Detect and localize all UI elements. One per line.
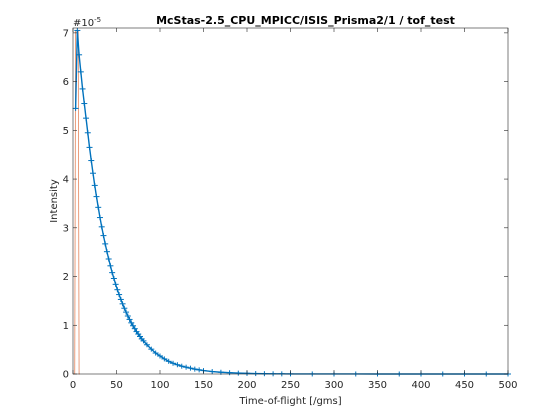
y-tick-label: 7 xyxy=(63,28,69,39)
series-line-1 xyxy=(74,30,508,375)
y-tick-label: 6 xyxy=(63,77,69,88)
data-point xyxy=(83,115,90,121)
data-point xyxy=(252,371,259,377)
data-point xyxy=(178,363,185,369)
x-tick-label: 200 xyxy=(237,380,256,391)
chart-title: McStas-2.5_CPU_MPICC/ISIS_Prisma2/1 / to… xyxy=(156,14,455,27)
data-point xyxy=(114,287,121,293)
data-point xyxy=(76,52,83,58)
data-point xyxy=(105,256,112,262)
data-point xyxy=(98,224,105,230)
data-point xyxy=(121,305,128,311)
data-point xyxy=(226,370,233,376)
data-point xyxy=(209,369,216,375)
data-point xyxy=(86,144,93,150)
data-point xyxy=(157,353,163,359)
x-tick-label: 150 xyxy=(194,380,213,391)
data-point xyxy=(116,292,123,298)
data-point xyxy=(183,364,190,370)
data-point xyxy=(110,275,117,281)
axes-box xyxy=(72,27,509,375)
x-tick-label: 350 xyxy=(368,380,387,391)
data-point xyxy=(152,350,159,356)
data-point xyxy=(109,270,116,276)
y-axis: 0 1 2 3 4 5 6 7 xyxy=(63,28,508,381)
data-point xyxy=(74,27,81,33)
data-point xyxy=(95,204,102,210)
data-point xyxy=(128,320,135,326)
data-point xyxy=(174,362,181,368)
data-point xyxy=(96,215,103,221)
y-axis-exponent: #10-5 xyxy=(73,16,101,29)
data-point xyxy=(100,233,107,239)
data-point xyxy=(81,101,88,107)
data-point xyxy=(161,356,168,362)
data-point xyxy=(196,367,203,373)
plot-area xyxy=(72,27,511,377)
x-tick-label: 500 xyxy=(498,380,517,391)
data-point xyxy=(103,249,110,255)
y-axis-label: Intensity xyxy=(49,179,60,223)
data-point xyxy=(93,194,100,200)
data-point xyxy=(130,323,137,329)
x-tick-label: 250 xyxy=(281,380,300,391)
x-tick-label: 0 xyxy=(70,380,76,391)
data-point xyxy=(107,263,114,269)
data-point xyxy=(91,182,98,188)
data-point xyxy=(119,301,126,307)
data-point xyxy=(112,281,119,287)
y-tick-label: 0 xyxy=(63,370,69,381)
data-point xyxy=(191,366,198,372)
data-point xyxy=(77,69,84,75)
data-point xyxy=(123,309,130,315)
data-point xyxy=(140,338,147,344)
y-tick-label: 1 xyxy=(63,321,69,332)
data-point xyxy=(126,316,133,322)
x-axis-label: Time-of-flight [/gms] xyxy=(238,396,341,407)
x-tick-label: 50 xyxy=(110,380,123,391)
y-tick-label: 5 xyxy=(63,126,69,137)
data-point xyxy=(84,130,91,136)
y-exponent-power: -5 xyxy=(94,16,101,24)
data-point xyxy=(143,342,150,348)
y-tick-label: 4 xyxy=(63,175,69,186)
data-point xyxy=(131,326,138,332)
data-point xyxy=(165,358,172,364)
data-point xyxy=(235,370,242,376)
data-point xyxy=(79,86,86,92)
x-tick-label: 400 xyxy=(411,380,430,391)
data-point xyxy=(88,158,95,164)
data-point xyxy=(170,360,177,366)
data-point xyxy=(124,313,131,319)
x-tick-label: 450 xyxy=(455,380,474,391)
x-tick-label: 100 xyxy=(150,380,169,391)
data-point xyxy=(148,346,155,352)
data-point xyxy=(187,365,194,371)
y-tick-label: 3 xyxy=(63,223,69,234)
data-point xyxy=(102,241,109,247)
x-axis: 0 50 100 150 200 250 300 350 400 450 500 xyxy=(70,28,518,391)
y-exponent-base: #10 xyxy=(73,18,94,29)
y-tick-label: 2 xyxy=(63,272,69,283)
data-point xyxy=(72,105,79,111)
data-point xyxy=(90,170,97,176)
data-point xyxy=(117,296,124,302)
x-tick-label: 300 xyxy=(324,380,343,391)
